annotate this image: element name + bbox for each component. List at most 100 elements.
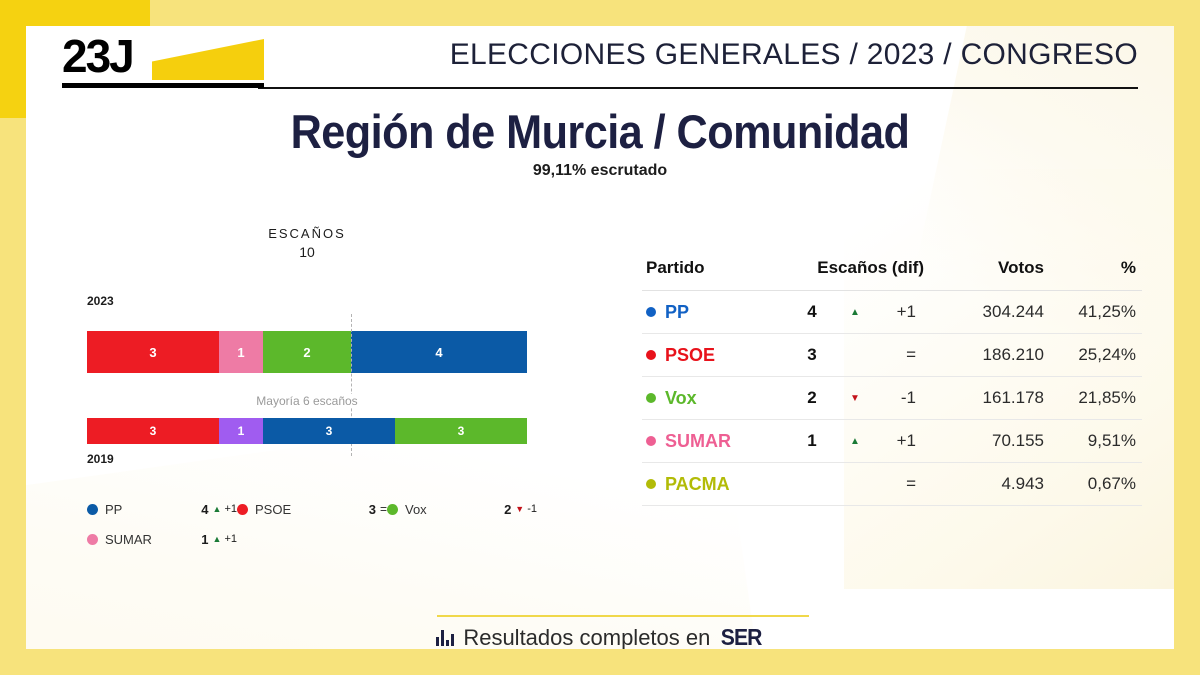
party-dot-icon [646, 436, 656, 446]
frame-accent-top [0, 0, 150, 26]
legend-arrow-up-icon: ▲ [212, 504, 222, 514]
party-dot-icon [646, 307, 656, 317]
results-table: Partido Escaños (dif) Votos % PP 4 ▲ +1 304.… [642, 258, 1142, 506]
seat-segment-vox: 2 [263, 331, 351, 373]
legend-seat-count: 4 [201, 501, 209, 517]
bar-chart-icon [436, 629, 455, 646]
party-name: PP [665, 301, 690, 322]
seat-segment-psoe: 3 [87, 331, 219, 373]
cell-seats: 3 [786, 333, 838, 377]
logo-wedge-shape [152, 39, 264, 80]
trend-up-icon: ▲ [850, 306, 860, 318]
header-divider [258, 87, 1138, 89]
year-label-previous: 2019 [87, 452, 114, 466]
seats-axis-value: 10 [299, 244, 315, 260]
cell-party: PACMA [642, 462, 786, 506]
cell-percent: 9,51% [1044, 419, 1142, 463]
page-title: Región de Murcia / Comunidad [290, 105, 910, 158]
legend-item-psoe: PSOE 3 = [237, 502, 387, 517]
chart-legend: PP 4 ▲ +1 PSOE 3 = Vox 2 ▼ -1 SUMAR 1 ▲ +1 [87, 494, 557, 554]
legend-item-sumar: SUMAR 1 ▲ +1 [87, 532, 237, 547]
cell-votes: 161.178 [924, 376, 1044, 420]
legend-dot-icon [237, 503, 248, 515]
seat-segment-vox: 3 [395, 418, 527, 444]
seat-segment-psoe: 3 [87, 418, 219, 444]
party-name: SUMAR [665, 430, 731, 451]
cell-votes: 4.943 [924, 462, 1044, 506]
trend-up-icon: ▲ [850, 435, 860, 447]
header: 23J ELECCIONES GENERALES / 2023 / CONGRE… [62, 26, 1138, 96]
cell-percent: 41,25% [1044, 290, 1142, 334]
legend-arrow-down-icon: ▼ [515, 504, 525, 514]
logo-text: 23J [62, 30, 135, 82]
cell-percent: 21,85% [1044, 376, 1142, 420]
legend-dot-icon [87, 533, 98, 545]
legend-row: SUMAR 1 ▲ +1 [87, 524, 557, 554]
party-name: PACMA [665, 473, 730, 494]
legend-party-name: Vox [405, 501, 427, 517]
cell-trend-arrow: ▼ [838, 376, 872, 420]
seat-segment-pp: 3 [263, 418, 395, 444]
cell-votes: 186.210 [924, 333, 1044, 377]
legend-seat-count: 1 [201, 531, 209, 547]
infographic-card: 23J ELECCIONES GENERALES / 2023 / CONGRE… [26, 26, 1174, 649]
legend-row: PP 4 ▲ +1 PSOE 3 = Vox 2 ▼ -1 [87, 494, 557, 524]
table-row[interactable]: PACMA = 4.943 0,67% [642, 462, 1142, 506]
party-dot-icon [646, 393, 656, 403]
table-body: PP 4 ▲ +1 304.244 41,25% PSOE 3 = 186.210 25,24% Vo… [642, 290, 1142, 506]
header-title: ELECCIONES GENERALES / 2023 / CONGRESO [449, 38, 1138, 71]
cell-seat-diff: = [872, 462, 924, 506]
table-row[interactable]: PP 4 ▲ +1 304.244 41,25% [642, 290, 1142, 334]
majority-label-text: Mayoría 6 escaños [252, 394, 362, 408]
majority-line [351, 314, 352, 456]
cell-seats: 2 [786, 376, 838, 420]
cell-seats [786, 462, 838, 506]
footer-divider [437, 615, 809, 617]
cell-seat-diff: +1 [872, 419, 924, 463]
party-dot-icon [646, 479, 656, 489]
cell-party: SUMAR [642, 419, 786, 463]
cell-party: Vox [642, 376, 786, 420]
table-row[interactable]: SUMAR 1 ▲ +1 70.155 9,51% [642, 419, 1142, 463]
cell-seat-diff: = [872, 333, 924, 377]
cell-votes: 304.244 [924, 290, 1044, 334]
table-row[interactable]: PSOE 3 = 186.210 25,24% [642, 333, 1142, 377]
footer-text: Resultados completos en [463, 624, 711, 650]
seat-segment-sumar: 1 [219, 331, 263, 373]
cell-votes: 70.155 [924, 419, 1044, 463]
majority-label: Mayoría 6 escaños [87, 394, 527, 408]
legend-party-name: PP [105, 501, 123, 517]
legend-party-name: SUMAR [105, 531, 152, 547]
seat-segment-podemos: 1 [219, 418, 263, 444]
logo-23j: 23J [62, 30, 302, 92]
column-header-percent: % [1044, 258, 1142, 291]
column-header-party: Partido [642, 258, 786, 291]
column-header-votes: Votos [924, 258, 1044, 291]
year-label-current: 2023 [87, 294, 114, 308]
trend-down-icon: ▼ [850, 392, 860, 404]
legend-item-pp: PP 4 ▲ +1 [87, 502, 237, 517]
ser-logo: SER [721, 624, 763, 649]
legend-equal-icon: = [379, 502, 387, 516]
logo-underline [62, 83, 264, 88]
legend-party-name: PSOE [255, 501, 292, 517]
legend-diff-value: -1 [527, 503, 537, 515]
cell-percent: 0,67% [1044, 462, 1142, 506]
legend-dot-icon [87, 503, 98, 515]
table-header-row: Partido Escaños (dif) Votos % [642, 258, 1142, 291]
seats-axis-label: ESCAÑOS [268, 226, 346, 241]
legend-arrow-up-icon: ▲ [212, 534, 222, 544]
party-name: Vox [665, 387, 697, 408]
cell-trend-arrow: ▲ [838, 419, 872, 463]
party-dot-icon [646, 350, 656, 360]
table-row[interactable]: Vox 2 ▼ -1 161.178 21,85% [642, 376, 1142, 420]
legend-item-vox: Vox 2 ▼ -1 [387, 502, 537, 517]
scrutiny-subtitle: 99,11% escrutado [532, 162, 668, 179]
legend-diff-value: +1 [224, 533, 237, 545]
cell-trend-arrow [838, 462, 872, 506]
cell-percent: 25,24% [1044, 333, 1142, 377]
footer[interactable]: Resultados completos en SER [26, 624, 1174, 649]
